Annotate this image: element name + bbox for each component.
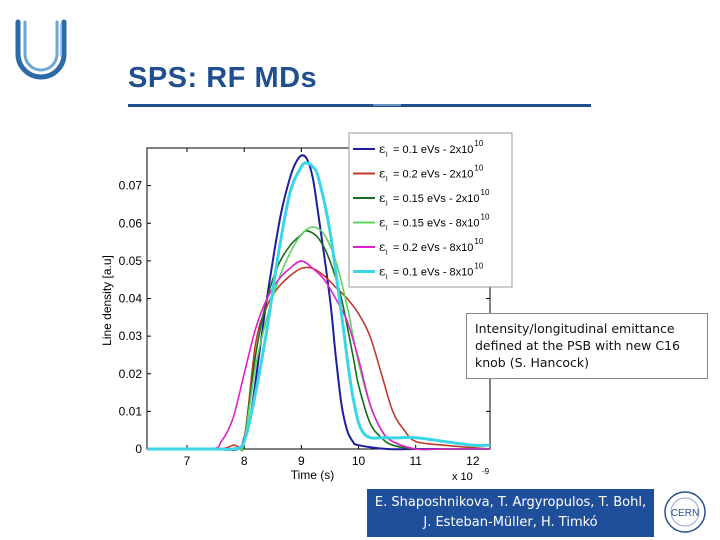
x-tick-label: 9 <box>298 454 305 468</box>
legend-exponent: 10 <box>474 237 483 246</box>
legend-exponent: 10 <box>474 262 483 271</box>
institution-logo <box>15 19 67 80</box>
y-tick-label: 0.06 <box>119 216 143 230</box>
legend-epsilon: ε <box>379 167 385 181</box>
x-axis-multiplier-exponent: -9 <box>482 467 490 476</box>
cern-logo-text: CERN <box>671 508 699 519</box>
legend-subscript: l <box>386 250 388 257</box>
legend-label: = 0.15 eVs - 2x10 <box>393 193 480 205</box>
x-tick-label: 11 <box>409 454 422 468</box>
x-tick-label: 7 <box>184 454 191 468</box>
y-tick-label: 0.01 <box>119 404 143 418</box>
legend-exponent: 10 <box>481 213 490 222</box>
legend-label: = 0.15 eVs - 8x10 <box>393 218 480 230</box>
slide-title: SPS: RF MDs <box>128 62 318 94</box>
legend-subscript: l <box>386 275 388 282</box>
x-tick-label: 10 <box>352 454 366 468</box>
legend-exponent: 10 <box>481 188 490 197</box>
x-axis-label: Time (s) <box>291 468 335 482</box>
x-axis-multiplier: x 10 <box>452 471 473 483</box>
y-axis-label: Line density [a.u] <box>100 255 114 346</box>
y-tick-label: 0.07 <box>119 179 143 193</box>
legend-epsilon: ε <box>379 142 385 156</box>
legend-epsilon: ε <box>379 265 385 279</box>
legend-label: = 0.1 eVs - 2x10 <box>393 144 473 156</box>
y-tick-label: 0.04 <box>119 292 143 306</box>
legend-box <box>348 132 513 288</box>
legend-label: = 0.2 eVs - 2x10 <box>393 169 473 181</box>
legend-exponent: 10 <box>474 139 483 148</box>
y-tick-label: 0.03 <box>119 329 143 343</box>
y-tick-label: 0.05 <box>119 254 143 268</box>
legend-label: = 0.2 eVs - 8x10 <box>393 242 473 254</box>
legend-subscript: l <box>386 201 388 208</box>
x-tick-label: 12 <box>466 454 480 468</box>
annotation-box: Intensity/longitudinal emittance defined… <box>466 313 708 379</box>
authors-line-1: E. Shaposhnikova, T. Argyropulos, T. Boh… <box>374 495 647 510</box>
legend-epsilon: ε <box>379 216 385 230</box>
x-tick-label: 8 <box>241 454 248 468</box>
cern-logo: CERN <box>664 491 706 533</box>
series-line-6 <box>147 161 491 452</box>
legend-subscript: l <box>386 226 388 233</box>
title-underline <box>128 104 591 107</box>
y-tick-label: 0.02 <box>119 367 143 381</box>
authors-banner: E. Shaposhnikova, T. Argyropulos, T. Boh… <box>367 489 654 537</box>
legend-subscript: l <box>386 152 388 159</box>
legend-exponent: 10 <box>474 164 483 173</box>
legend-subscript: l <box>386 177 388 184</box>
title-underline-accent <box>373 104 401 106</box>
legend-epsilon: ε <box>379 240 385 254</box>
legend-epsilon: ε <box>379 191 385 205</box>
y-tick-label: 0 <box>135 442 142 456</box>
legend-label: = 0.1 eVs - 8x10 <box>393 267 473 279</box>
authors-line-2: J. Esteban-Müller, H. Timkó <box>423 515 598 530</box>
